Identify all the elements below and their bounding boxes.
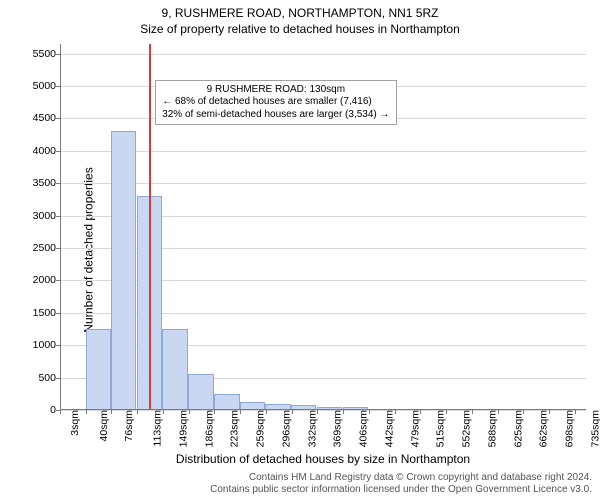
x-tick-mark <box>575 410 576 414</box>
histogram-bar <box>162 329 187 410</box>
x-tick-mark <box>549 410 550 414</box>
y-tick-label: 2000 <box>18 274 56 286</box>
gridline <box>60 151 586 152</box>
annotation-box: 9 RUSHMERE ROAD: 130sqm← 68% of detached… <box>155 80 396 126</box>
histogram-bar <box>188 374 213 410</box>
x-tick-label: 369sqm <box>332 410 338 447</box>
x-tick-label: 296sqm <box>281 410 287 447</box>
x-tick-label: 662sqm <box>538 410 544 447</box>
x-tick-mark <box>214 410 215 414</box>
x-tick-mark <box>111 410 112 414</box>
y-tick-label: 5000 <box>18 80 56 92</box>
y-tick-label: 500 <box>18 372 56 384</box>
plot-area: 0500100015002000250030003500400045005000… <box>60 44 586 410</box>
x-tick-mark <box>163 410 164 414</box>
y-tick-label: 5500 <box>18 48 56 60</box>
x-tick-mark <box>523 410 524 414</box>
x-tick-label: 76sqm <box>123 410 129 442</box>
x-tick-label: 186sqm <box>203 410 209 447</box>
x-tick-mark <box>395 410 396 414</box>
y-tick-label: 4500 <box>18 112 56 124</box>
chart-title: 9, RUSHMERE ROAD, NORTHAMPTON, NN1 5RZ <box>0 6 600 20</box>
x-tick-mark <box>343 410 344 414</box>
x-tick-label: 223sqm <box>229 410 235 447</box>
annotation-line: 9 RUSHMERE ROAD: 130sqm <box>162 84 389 97</box>
y-tick-label: 1000 <box>18 339 56 351</box>
x-tick-label: 332sqm <box>306 410 312 447</box>
x-tick-mark <box>317 410 318 414</box>
x-tick-label: 113sqm <box>151 410 157 447</box>
x-tick-mark <box>137 410 138 414</box>
histogram-bar <box>214 394 239 410</box>
chart-subtitle: Size of property relative to detached ho… <box>0 22 600 36</box>
histogram-bar <box>111 131 136 410</box>
x-axis-line <box>60 409 586 410</box>
x-tick-mark <box>446 410 447 414</box>
credits-line: Contains public sector information licen… <box>210 484 592 496</box>
credits-text: Contains HM Land Registry data © Crown c… <box>210 472 592 496</box>
credits-line: Contains HM Land Registry data © Crown c… <box>210 472 592 484</box>
x-tick-mark <box>472 410 473 414</box>
x-tick-mark <box>420 410 421 414</box>
x-tick-mark <box>266 410 267 414</box>
x-tick-mark <box>189 410 190 414</box>
y-tick-label: 4000 <box>18 145 56 157</box>
y-tick-label: 0 <box>18 404 56 416</box>
x-tick-label: 442sqm <box>384 410 390 447</box>
x-tick-label: 479sqm <box>409 410 415 447</box>
x-tick-mark <box>240 410 241 414</box>
x-tick-label: 3sqm <box>69 410 75 436</box>
x-tick-label: 515sqm <box>435 410 441 447</box>
x-tick-label: 406sqm <box>358 410 364 447</box>
histogram-chart: 9, RUSHMERE ROAD, NORTHAMPTON, NN1 5RZ S… <box>0 0 600 500</box>
y-axis-line <box>60 44 61 410</box>
y-tick-label: 3000 <box>18 210 56 222</box>
gridline <box>60 410 586 411</box>
x-tick-mark <box>86 410 87 414</box>
x-tick-mark <box>292 410 293 414</box>
reference-line <box>149 44 151 410</box>
histogram-bar <box>86 329 111 410</box>
y-tick-label: 2500 <box>18 242 56 254</box>
x-axis-label: Distribution of detached houses by size … <box>60 452 586 466</box>
gridline <box>60 54 586 55</box>
x-tick-mark <box>60 410 61 414</box>
x-tick-label: 735sqm <box>589 410 595 447</box>
x-tick-mark <box>369 410 370 414</box>
gridline <box>60 183 586 184</box>
x-tick-label: 698sqm <box>564 410 570 447</box>
x-tick-label: 149sqm <box>178 410 184 447</box>
y-tick-label: 3500 <box>18 177 56 189</box>
x-tick-label: 625sqm <box>512 410 518 447</box>
x-tick-label: 552sqm <box>461 410 467 447</box>
x-tick-mark <box>498 410 499 414</box>
x-tick-label: 40sqm <box>97 410 103 442</box>
x-tick-label: 588sqm <box>486 410 492 447</box>
annotation-line: ← 68% of detached houses are smaller (7,… <box>162 96 389 109</box>
y-tick-label: 1500 <box>18 307 56 319</box>
annotation-line: 32% of semi-detached houses are larger (… <box>162 109 389 122</box>
x-tick-label: 259sqm <box>255 410 261 447</box>
